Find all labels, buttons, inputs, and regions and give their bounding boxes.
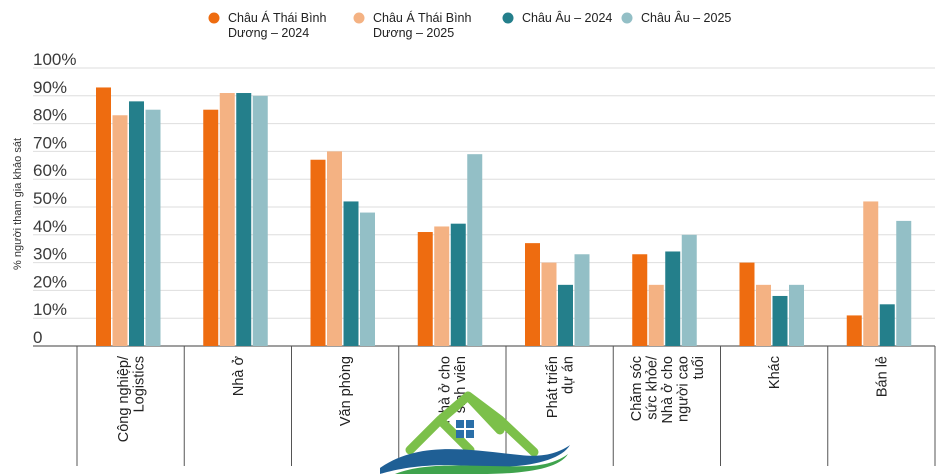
bar (739, 262, 755, 346)
x-tick-label: Khác (767, 356, 783, 389)
x-tick-label: Chăm sócsức khỏe/Nhà ở chongười caotuổi (629, 355, 707, 424)
bar (772, 295, 788, 346)
y-tick-label: 70% (33, 133, 67, 152)
bar (417, 232, 433, 346)
bar (145, 109, 161, 346)
x-tick-label: Nhà ở (231, 356, 247, 397)
y-tick-label: 60% (33, 161, 67, 180)
bar (632, 254, 648, 346)
legend-label: Châu Âu – 2024 (522, 10, 612, 25)
y-axis-title: % người tham gia khảo sát (12, 138, 24, 270)
y-tick-label: 80% (33, 106, 67, 125)
x-tick-label: Phát triểndự án (545, 356, 577, 418)
legend-label: Châu Âu – 2025 (641, 10, 731, 25)
bar (665, 251, 681, 346)
bar (343, 201, 359, 346)
y-tick-label: 0 (33, 328, 42, 347)
bar (310, 159, 326, 346)
bar (756, 284, 771, 346)
bar (681, 234, 697, 346)
y-tick-label: 90% (33, 78, 67, 97)
bar (789, 284, 804, 346)
bar (558, 284, 573, 346)
bar (450, 223, 466, 346)
bar (434, 226, 450, 346)
bars (96, 87, 912, 347)
legend-marker (502, 12, 514, 24)
x-tick-label: Bán lẻ (874, 356, 890, 397)
bar (863, 201, 879, 346)
bar (360, 212, 375, 346)
bar (879, 304, 895, 346)
bar (112, 115, 128, 346)
bar (219, 93, 235, 347)
bar (203, 109, 219, 346)
house-logo-watermark (380, 391, 570, 474)
x-tick-label: Văn phòng (338, 356, 354, 426)
bar (327, 151, 342, 346)
bar (467, 154, 483, 346)
x-axis: Công nghiệp/Logistics Nhà ở Văn phòng Nhà ở… (76, 346, 936, 466)
bar (525, 243, 540, 346)
gridlines (33, 67, 935, 347)
legend: Châu Á Thái Bình Dương – 2024 Châu Á Thái … (208, 10, 731, 40)
bar (648, 284, 664, 346)
legend-label: Châu Á Thái Bình Dương – 2025 (373, 10, 471, 40)
bar (541, 262, 557, 346)
bar (574, 254, 590, 346)
y-tick-label: 20% (33, 272, 67, 291)
y-tick-label: 40% (33, 217, 67, 236)
x-tick-label: Công nghiệp/Logistics (116, 355, 148, 442)
bar (96, 87, 111, 347)
legend-marker (621, 12, 633, 24)
bar (846, 315, 862, 346)
bar (896, 220, 912, 346)
bar (129, 101, 144, 346)
y-tick-label: 10% (33, 300, 67, 319)
bar (236, 93, 252, 347)
y-tick-label: 50% (33, 189, 67, 208)
y-axis: 0 10% 20% 30% 40% 50% 60% 70% 80% 90% 100% (33, 50, 76, 347)
bar (252, 95, 268, 346)
y-tick-label: 100% (33, 50, 76, 69)
legend-label: Châu Á Thái Bình Dương – 2024 (228, 10, 326, 40)
y-tick-label: 30% (33, 245, 67, 264)
legend-marker (353, 12, 365, 24)
legend-marker (208, 12, 220, 24)
